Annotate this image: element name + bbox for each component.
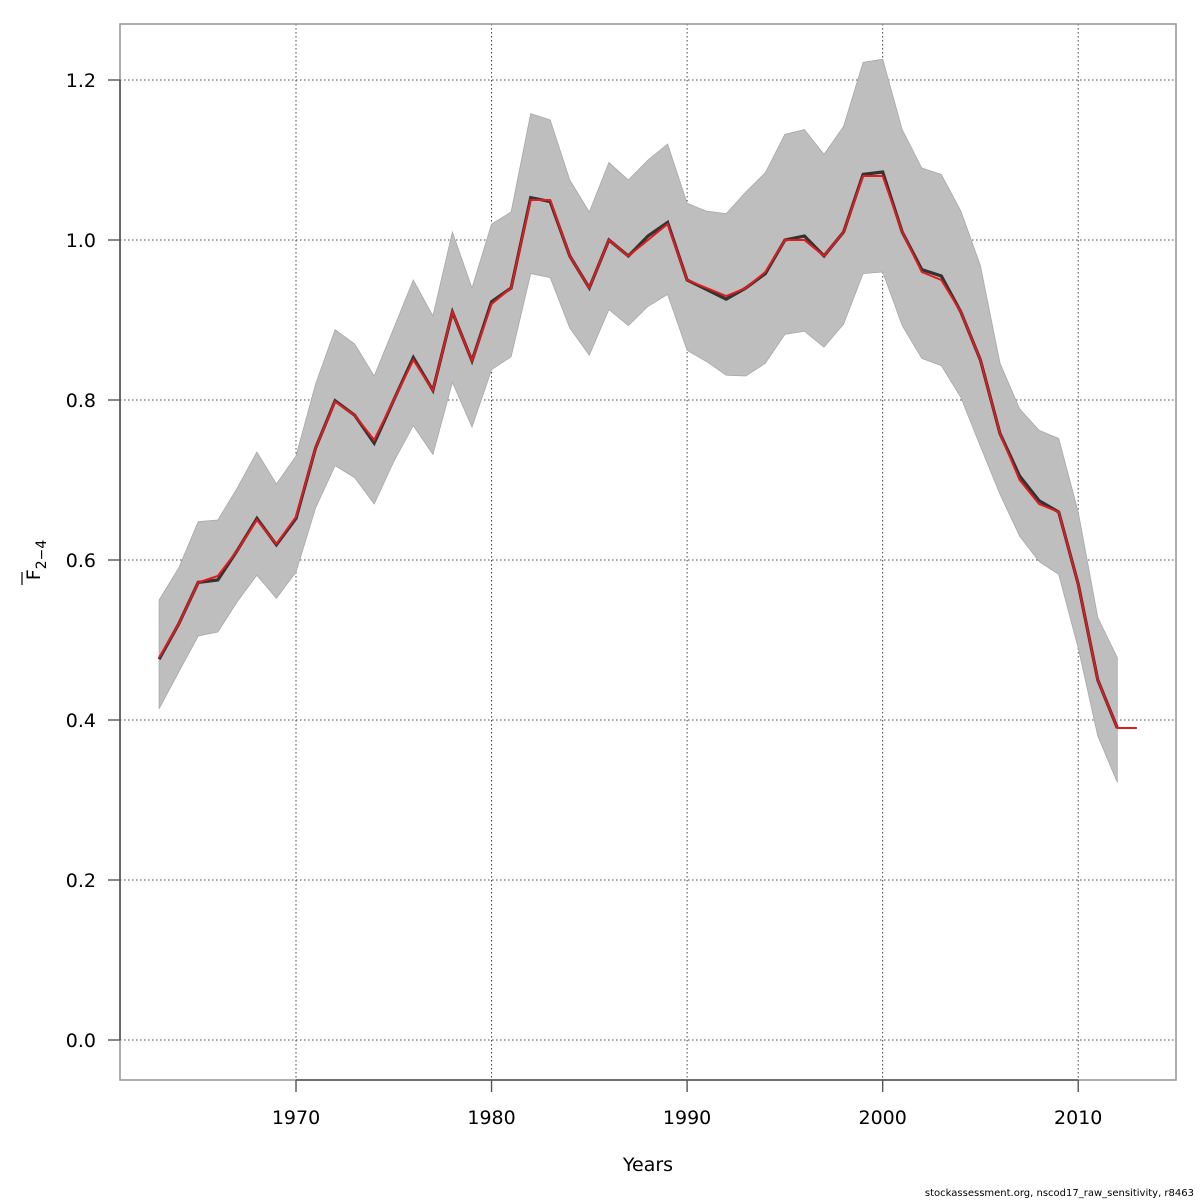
- y-axis-title-text: F2−4: [23, 540, 50, 581]
- confidence-band: [158, 58, 1118, 783]
- y-tick-label: 1.2: [66, 70, 96, 92]
- y-tick-label: 0.4: [66, 710, 96, 732]
- y-axis-title-main: F: [23, 569, 45, 580]
- confidence-band-layer: [158, 58, 1118, 783]
- y-tick-label: 0.0: [66, 1030, 96, 1052]
- y-tick-label: 0.6: [66, 550, 96, 572]
- footer-credit: stockassessment.org, nscod17_raw_sensiti…: [924, 1188, 1194, 1199]
- x-tick-label: 2000: [858, 1107, 906, 1129]
- x-tick-label: 1980: [467, 1107, 515, 1129]
- x-tick-label: 1990: [663, 1107, 711, 1129]
- y-axis-ticks: 0.0 0.2 0.4 0.6 0.8 1.0 1.2: [66, 70, 120, 1052]
- x-tick-label: 1970: [272, 1107, 320, 1129]
- x-tick-label: 2010: [1054, 1107, 1102, 1129]
- series-layer: [157, 170, 1137, 729]
- y-axis-title: F2−4: [21, 540, 50, 585]
- y-axis-title-subscript: 2−4: [34, 540, 50, 570]
- y-tick-label: 0.8: [66, 390, 96, 412]
- y-tick-label: 1.0: [66, 230, 96, 252]
- x-axis-title: Years: [622, 1154, 673, 1176]
- x-axis-ticks: 1970 1980 1990 2000 2010: [272, 1080, 1102, 1129]
- y-tick-label: 0.2: [66, 870, 96, 892]
